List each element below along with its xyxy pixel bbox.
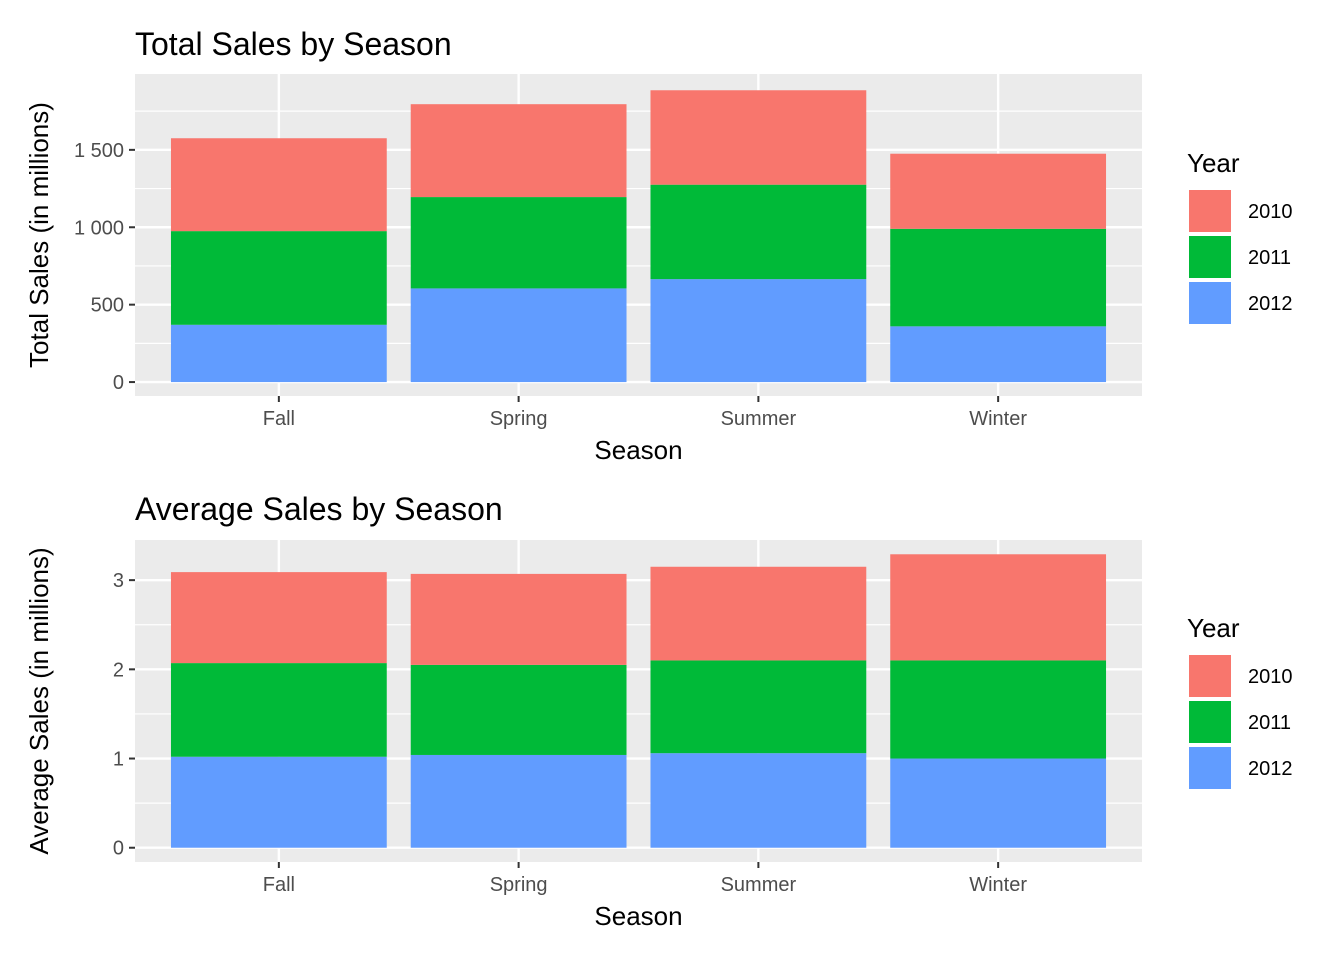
legend-label-2011: 2011	[1248, 247, 1291, 269]
x-tick-label: Summer	[721, 408, 797, 430]
legend-label-2010: 2010	[1248, 666, 1293, 688]
bar-2010-spring	[410, 104, 627, 198]
legend-key-2011	[1187, 234, 1233, 280]
chart-2: Average Sales by Season 0 1 2 3 Fall Spring Sum…	[24, 491, 1293, 931]
legend-key-2010	[1187, 188, 1233, 234]
legend-label-2011: 2011	[1248, 712, 1291, 734]
y-tick-label: 1 000	[74, 217, 124, 239]
bar-2010-fall	[170, 572, 387, 664]
bar-2012-spring	[410, 288, 627, 383]
y-axis-title: Total Sales (in millions)	[24, 102, 54, 368]
bar-2012-winter	[890, 326, 1107, 383]
bar-2012-spring	[410, 754, 627, 848]
x-tick-label: Fall	[263, 408, 295, 430]
bar-2012-summer	[650, 279, 867, 383]
x-tick-label: Summer	[721, 874, 797, 896]
bar-2010-winter	[890, 153, 1107, 229]
bar-2012-winter	[890, 758, 1107, 848]
legend-key-2012	[1187, 745, 1233, 791]
x-tick-label: Spring	[490, 408, 548, 430]
x-tick-label: Winter	[969, 874, 1027, 896]
legend-key-2011	[1187, 699, 1233, 745]
bar-2012-fall	[170, 756, 387, 848]
x-axis-title: Season	[594, 901, 682, 931]
y-tick-label: 500	[91, 295, 124, 317]
legend-title: Year	[1187, 613, 1240, 643]
legend-key-2010	[1187, 653, 1233, 699]
bar-2010-summer	[650, 566, 867, 661]
bar-2010-summer	[650, 90, 867, 185]
legend-label-2012: 2012	[1248, 758, 1293, 780]
chart-title: Total Sales by Season	[135, 26, 452, 62]
x-axis-title: Season	[594, 435, 682, 465]
legend-label-2010: 2010	[1248, 201, 1293, 223]
bar-2012-summer	[650, 753, 867, 848]
legend: Year 2010 2011 2012	[1187, 613, 1293, 791]
bar-2012-fall	[170, 324, 387, 383]
legend-key-2012	[1187, 280, 1233, 326]
y-tick-label: 2	[113, 659, 124, 681]
bar-2011-spring	[410, 664, 627, 755]
chart-title: Average Sales by Season	[135, 491, 503, 527]
x-tick-label: Fall	[263, 874, 295, 896]
y-tick-label: 0	[113, 838, 124, 860]
x-tick-label: Winter	[969, 408, 1027, 430]
bar-2011-spring	[410, 197, 627, 289]
bar-2011-winter	[890, 228, 1107, 327]
bar-2010-spring	[410, 573, 627, 665]
y-tick-label: 0	[113, 372, 124, 394]
bar-2011-fall	[170, 231, 387, 325]
y-axis-title: Average Sales (in millions)	[24, 547, 54, 854]
y-tick-label: 3	[113, 570, 124, 592]
legend: Year 2010 2011 2012	[1187, 148, 1293, 326]
x-tick-label: Spring	[490, 874, 548, 896]
legend-title: Year	[1187, 148, 1240, 178]
bar-2011-winter	[890, 660, 1107, 759]
y-tick-label: 1 500	[74, 140, 124, 162]
legend-label-2012: 2012	[1248, 293, 1293, 315]
bar-2011-fall	[170, 663, 387, 757]
bar-2011-summer	[650, 660, 867, 754]
y-tick-label: 1	[113, 749, 124, 771]
chart-1: Total Sales by Season 0 500 1 000 1 500 Fall S…	[24, 26, 1293, 465]
bar-2010-winter	[890, 554, 1107, 661]
bar-2011-summer	[650, 184, 867, 280]
bar-2010-fall	[170, 138, 387, 232]
